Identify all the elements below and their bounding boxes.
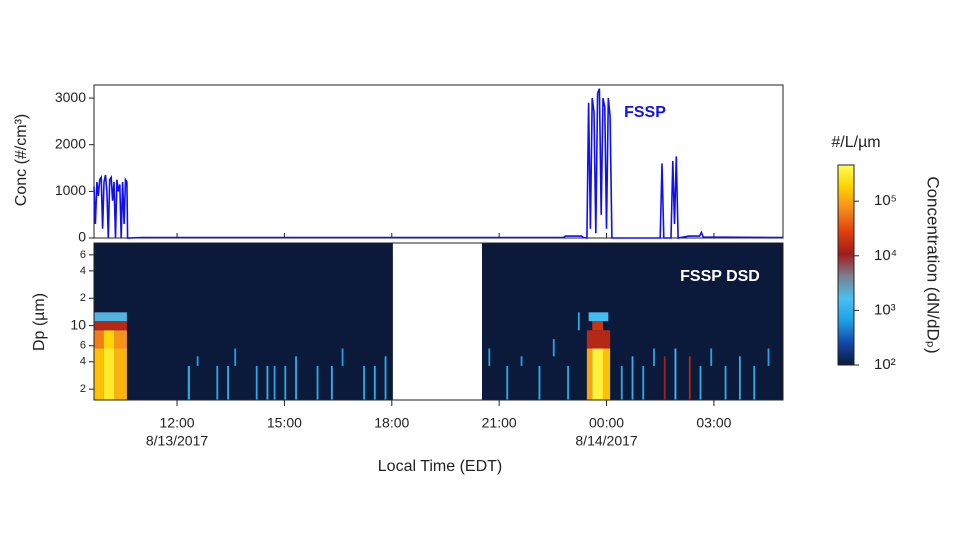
heat-cell: [187, 365, 190, 400]
x-tick-date: 8/13/2017: [146, 433, 208, 449]
heat-cell: [520, 356, 523, 366]
heat-cell: [577, 312, 580, 331]
heat-cell: [94, 330, 104, 349]
heat-cell: [284, 365, 287, 400]
heat-cell: [488, 348, 491, 366]
colorbar-title: #/L/µm: [831, 134, 880, 151]
colorbar-label: Concentration (dN/dDₚ): [924, 176, 943, 353]
x-tick-label: 03:00: [696, 415, 731, 431]
heat-cell: [234, 348, 237, 366]
heat-cell: [586, 348, 593, 400]
colorbar: [837, 164, 855, 366]
heatmap-annotation: FSSP DSD: [680, 268, 760, 285]
heat-cell: [767, 348, 770, 366]
heat-cell: [642, 365, 645, 400]
heat-cell: [724, 365, 727, 400]
heat-cell: [586, 330, 611, 349]
x-tick-date: 8/14/2017: [575, 433, 637, 449]
data-coverage: [94, 243, 393, 400]
x-tick-label: 15:00: [267, 415, 302, 431]
heat-cell: [227, 365, 229, 400]
heat-cell: [631, 356, 634, 400]
heat-cell: [592, 321, 603, 331]
y-tick-label: 2: [80, 292, 86, 304]
heat-cell: [738, 356, 741, 400]
heat-cell: [620, 365, 623, 400]
heat-cell: [114, 348, 127, 400]
heat-cell: [688, 356, 691, 400]
series-line: [93, 88, 784, 239]
heat-cell: [663, 356, 666, 400]
y-tick-label: 6: [80, 249, 86, 261]
heat-cell: [373, 365, 376, 400]
colorbar-tick-label: 10³: [874, 301, 896, 318]
bottom-y-label: Dp (µm): [31, 293, 48, 351]
heat-cell: [273, 365, 276, 400]
heat-cell: [653, 348, 655, 366]
heat-cell: [295, 356, 297, 400]
heat-cell: [266, 365, 269, 400]
x-tick-label: 21:00: [482, 415, 517, 431]
top-y-label: Conc (#/cm³): [13, 114, 30, 206]
y-tick-label: 6: [80, 340, 86, 352]
heat-cell: [94, 321, 127, 331]
heat-cell: [255, 365, 258, 400]
y-tick-label: 0: [78, 229, 86, 245]
heat-cell: [674, 348, 677, 400]
heat-cell: [753, 365, 756, 400]
x-tick-label: 12:00: [160, 415, 195, 431]
heat-cell: [103, 330, 115, 349]
heat-cell: [588, 312, 609, 322]
y-tick-label: 2000: [55, 135, 86, 151]
heat-cell: [710, 348, 713, 366]
y-tick-label: 4: [80, 265, 86, 277]
top-frame: [93, 84, 784, 239]
heat-cell: [699, 365, 702, 400]
y-tick-label: 10: [70, 316, 86, 332]
heat-cell: [94, 348, 104, 400]
x-tick-label: 18:00: [374, 415, 409, 431]
colorbar-tick-label: 10²: [874, 356, 896, 373]
heat-cell: [341, 348, 344, 366]
heat-cell: [114, 330, 127, 349]
heat-cell: [384, 356, 387, 400]
heat-cell: [567, 365, 569, 400]
heat-cell: [363, 365, 365, 400]
x-tick-label: 00:00: [589, 415, 624, 431]
heat-cell: [216, 365, 219, 400]
bottom-frame: [93, 242, 784, 401]
heat-cell: [316, 365, 319, 400]
colorbar-tick-label: 10⁵: [874, 192, 897, 209]
heat-cell: [552, 339, 555, 357]
heat-cell: [592, 348, 603, 400]
y-tick-label: 2: [80, 383, 86, 395]
heat-cell: [506, 365, 509, 400]
heat-cell: [103, 348, 115, 400]
top-annotation: FSSP: [624, 104, 666, 121]
y-tick-label: 3000: [55, 89, 86, 105]
heat-cell: [196, 356, 199, 366]
heat-cell: [94, 312, 127, 322]
y-tick-label: 4: [80, 356, 86, 368]
x-label: Local Time (EDT): [378, 458, 502, 475]
heat-cell: [330, 365, 333, 400]
heat-cell: [602, 348, 611, 400]
heat-cell: [538, 365, 541, 400]
colorbar-tick-label: 10⁴: [874, 247, 897, 264]
y-tick-label: 1000: [55, 182, 86, 198]
